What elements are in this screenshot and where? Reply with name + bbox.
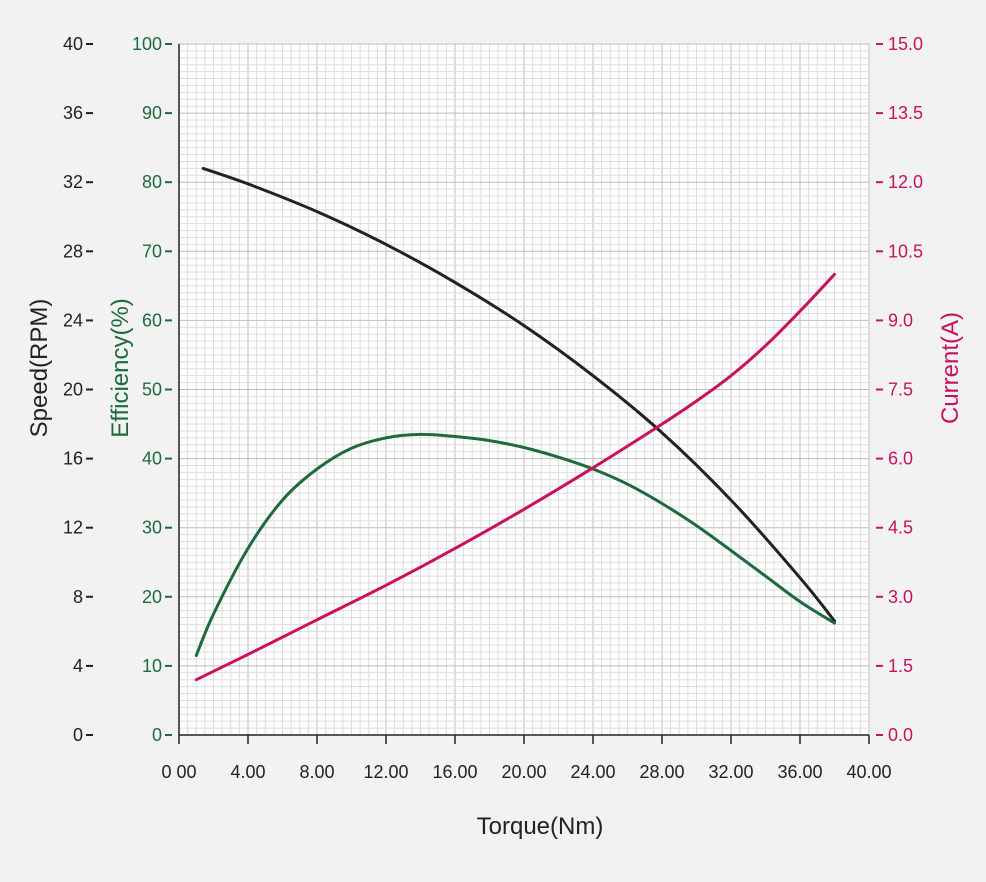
x-tick-label: 24.00 bbox=[570, 762, 615, 782]
current-series-line bbox=[194, 272, 836, 682]
current-tick-label: 4.5 bbox=[888, 518, 913, 538]
x-tick-label: 40.00 bbox=[846, 762, 891, 782]
efficiency-tick-label: 40 bbox=[142, 449, 162, 469]
current-tick-label: 9.0 bbox=[888, 310, 913, 330]
efficiency-tick-label: 50 bbox=[142, 380, 162, 400]
x-tick-label: 12.00 bbox=[363, 762, 408, 782]
current-tick-label: 13.5 bbox=[888, 103, 923, 123]
x-tick-label: 28.00 bbox=[639, 762, 684, 782]
speed-tick-label: 4 bbox=[73, 656, 83, 676]
efficiency-tick-label: 70 bbox=[142, 241, 162, 261]
x-tick-label: 36.00 bbox=[777, 762, 822, 782]
x-tick-label: 32.00 bbox=[708, 762, 753, 782]
speed-tick-label: 32 bbox=[63, 172, 83, 192]
efficiency-tick-label: 80 bbox=[142, 172, 162, 192]
current-tick-label: 0.0 bbox=[888, 725, 913, 745]
current-tick-label: 6.0 bbox=[888, 449, 913, 469]
x-tick-label: 8.00 bbox=[299, 762, 334, 782]
current-tick-label: 10.5 bbox=[888, 241, 923, 261]
speed-tick-label: 20 bbox=[63, 380, 83, 400]
efficiency-axis-title: Efficiency(%) bbox=[107, 298, 134, 438]
current-axis-title: Current(A) bbox=[937, 312, 964, 424]
efficiency-series-line bbox=[194, 432, 836, 657]
speed-tick-label: 36 bbox=[63, 103, 83, 123]
speed-axis-title: Speed(RPM) bbox=[26, 299, 53, 438]
current-tick-label: 15.0 bbox=[888, 34, 923, 54]
current-tick-label: 12.0 bbox=[888, 172, 923, 192]
speed-tick-label: 16 bbox=[63, 449, 83, 469]
series bbox=[194, 166, 836, 682]
efficiency-tick-label: 10 bbox=[142, 656, 162, 676]
speed-tick-label: 0 bbox=[73, 725, 83, 745]
speed-tick-label: 40 bbox=[63, 34, 83, 54]
efficiency-tick-label: 60 bbox=[142, 310, 162, 330]
x-tick-label: 16.00 bbox=[432, 762, 477, 782]
efficiency-tick-label: 100 bbox=[132, 34, 162, 54]
speed-tick-label: 8 bbox=[73, 587, 83, 607]
axes: 0 00 4.00 8.00 12.00 16.00 20.00 24.00 28.00 32.… bbox=[63, 34, 923, 782]
current-tick-label: 3.0 bbox=[888, 587, 913, 607]
efficiency-tick-label: 0 bbox=[152, 725, 162, 745]
grid bbox=[178, 43, 870, 736]
current-tick-label: 7.5 bbox=[888, 380, 913, 400]
x-tick-label: 20.00 bbox=[501, 762, 546, 782]
x-axis-title: Torque(Nm) bbox=[477, 813, 604, 840]
x-tick-label: 4.00 bbox=[230, 762, 265, 782]
current-tick-label: 1.5 bbox=[888, 656, 913, 676]
x-tick-label: 0 00 bbox=[161, 762, 196, 782]
efficiency-tick-label: 90 bbox=[142, 103, 162, 123]
speed-tick-label: 24 bbox=[63, 310, 83, 330]
speed-series-line bbox=[201, 166, 836, 623]
efficiency-tick-label: 20 bbox=[142, 587, 162, 607]
efficiency-tick-label: 30 bbox=[142, 518, 162, 538]
speed-tick-label: 28 bbox=[63, 241, 83, 261]
speed-tick-label: 12 bbox=[63, 518, 83, 538]
